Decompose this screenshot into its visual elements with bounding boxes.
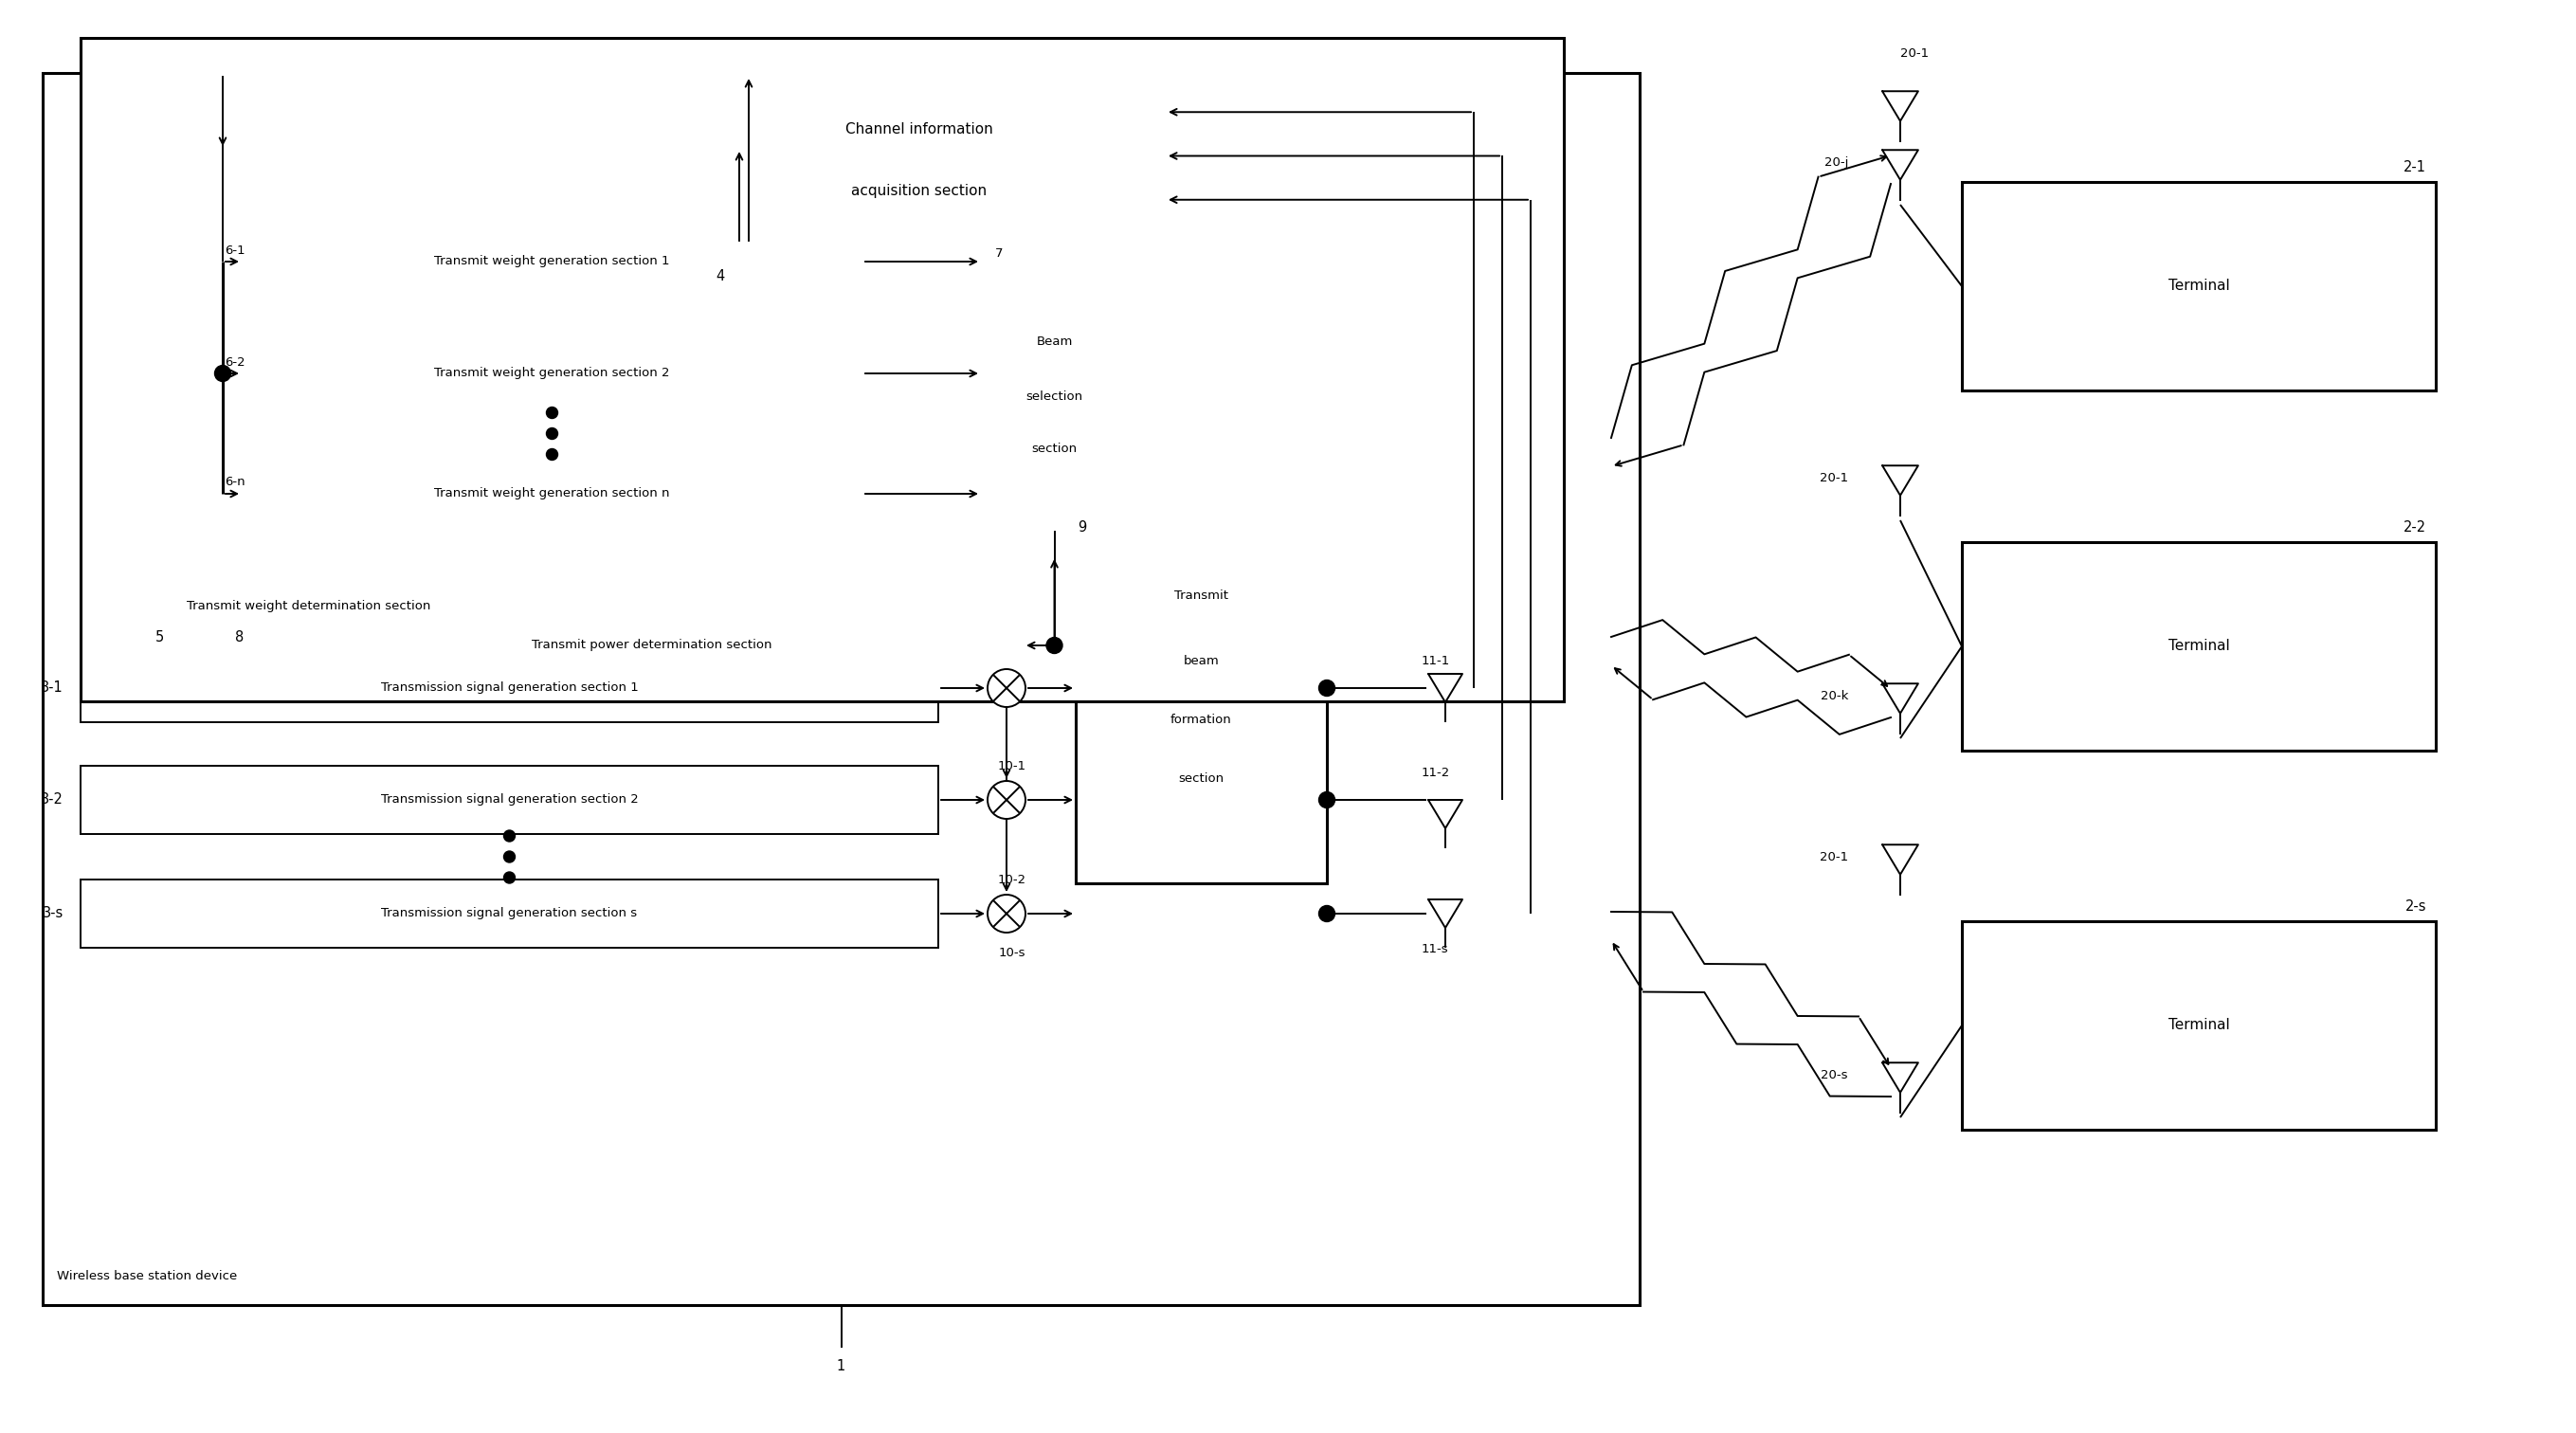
Text: 7: 7 [994, 248, 1002, 261]
Text: Transmit weight generation section n: Transmit weight generation section n [435, 487, 670, 500]
Circle shape [214, 365, 232, 381]
Text: Transmit weight determination section: Transmit weight determination section [185, 599, 430, 612]
Text: Channel information: Channel information [845, 122, 994, 136]
Text: section: section [1177, 772, 1224, 785]
Circle shape [987, 781, 1025, 818]
Text: Wireless base station device: Wireless base station device [57, 1271, 237, 1283]
Text: 3-s: 3-s [41, 907, 64, 921]
Circle shape [505, 871, 515, 883]
Text: Terminal: Terminal [2169, 279, 2228, 294]
Bar [175, 149, 1108, 632]
Bar [80, 765, 938, 834]
Circle shape [546, 428, 559, 440]
Text: 10-s: 10-s [999, 947, 1025, 960]
Text: Terminal: Terminal [2169, 1019, 2228, 1033]
Text: 3-2: 3-2 [41, 792, 64, 807]
Text: Transmission signal generation section 2: Transmission signal generation section 2 [381, 794, 639, 805]
Text: 20-s: 20-s [1821, 1069, 1847, 1082]
Text: 6-1: 6-1 [224, 244, 245, 257]
Text: beam: beam [1182, 655, 1218, 668]
Text: 20-1: 20-1 [1901, 47, 1929, 60]
Text: 2-s: 2-s [2406, 900, 2427, 914]
Text: 4: 4 [716, 269, 724, 284]
Text: 10-2: 10-2 [997, 874, 1025, 887]
Bar [1963, 182, 2437, 390]
Bar [242, 228, 863, 295]
Text: 8: 8 [234, 631, 245, 645]
Circle shape [1046, 638, 1061, 653]
Bar [113, 52, 1564, 668]
Text: 20-j: 20-j [1824, 156, 1847, 169]
Text: 6-2: 6-2 [224, 355, 245, 368]
Circle shape [505, 851, 515, 863]
Circle shape [1319, 792, 1334, 808]
Text: Beam: Beam [1036, 335, 1072, 348]
Text: Transmit weight generation section 2: Transmit weight generation section 2 [435, 367, 670, 380]
Circle shape [546, 449, 559, 460]
Bar [672, 69, 1167, 244]
Text: 9: 9 [1079, 520, 1087, 535]
Text: Transmit: Transmit [1175, 589, 1229, 602]
Circle shape [505, 830, 515, 841]
Text: 11-1: 11-1 [1422, 655, 1450, 668]
Text: Transmission signal generation section 1: Transmission signal generation section 1 [381, 682, 639, 694]
Bar [1963, 921, 2437, 1129]
Text: formation: formation [1170, 714, 1231, 727]
Bar [242, 340, 863, 407]
Text: 11-s: 11-s [1422, 943, 1448, 956]
Bar [80, 880, 938, 947]
Text: acquisition section: acquisition section [853, 183, 987, 198]
Bar [981, 225, 1128, 530]
Bar [80, 37, 1564, 701]
Text: 1: 1 [837, 1360, 845, 1374]
Bar [44, 73, 1638, 1305]
Text: selection: selection [1025, 390, 1082, 403]
Circle shape [1319, 906, 1334, 921]
Text: section: section [1030, 443, 1077, 454]
Text: 10-1: 10-1 [997, 761, 1025, 772]
Text: 2-1: 2-1 [2403, 160, 2427, 175]
Text: 5: 5 [155, 631, 165, 645]
Circle shape [546, 407, 559, 418]
Bar [242, 460, 863, 527]
Text: Transmission signal generation section s: Transmission signal generation section s [381, 907, 636, 920]
Bar [147, 76, 1564, 635]
Text: Transmit power determination section: Transmit power determination section [531, 639, 773, 652]
Bar [1077, 556, 1327, 883]
Text: 11-2: 11-2 [1422, 767, 1450, 780]
Text: 20-1: 20-1 [1819, 473, 1847, 484]
Circle shape [987, 894, 1025, 933]
Text: 20-1: 20-1 [1819, 851, 1847, 864]
Text: 2-2: 2-2 [2403, 520, 2427, 535]
Text: Terminal: Terminal [2169, 639, 2228, 653]
Text: 6-n: 6-n [224, 476, 245, 489]
Circle shape [987, 669, 1025, 706]
Text: 3-1: 3-1 [41, 681, 64, 695]
Circle shape [1319, 681, 1334, 696]
Bar [281, 612, 1023, 679]
Bar [80, 653, 938, 722]
Text: 20-k: 20-k [1821, 691, 1847, 702]
Bar [1963, 542, 2437, 751]
Text: Transmit weight generation section 1: Transmit weight generation section 1 [435, 255, 670, 268]
